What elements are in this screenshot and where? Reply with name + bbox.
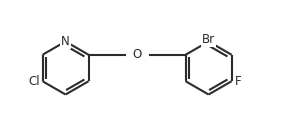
Text: O: O — [132, 48, 142, 61]
Text: Br: Br — [202, 33, 215, 46]
Text: Cl: Cl — [28, 75, 40, 88]
Text: N: N — [61, 35, 70, 48]
Text: F: F — [235, 75, 241, 88]
